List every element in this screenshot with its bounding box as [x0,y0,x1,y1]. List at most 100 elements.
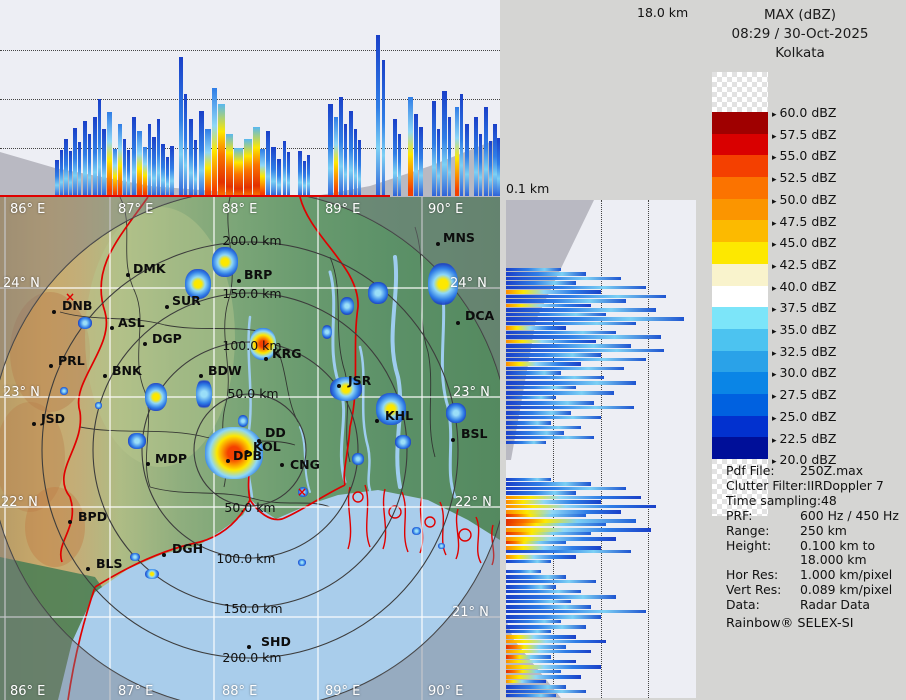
info-value: IIRDoppler 7 [806,477,884,493]
city-label: ASL [118,315,145,330]
longitude-label: 89° E [325,202,361,217]
echo-blob [238,415,248,427]
echo-row [506,277,621,280]
dbz-scale-label: ▸ 55.0 dBZ [772,148,837,164]
colorbar-bands [712,112,768,459]
echo-row [506,286,646,289]
echo-row [506,496,641,499]
city-label: DPB [233,448,263,463]
info-value: 0.089 km/pixel [800,582,893,598]
echo-blob [205,427,263,479]
echo-column [88,134,91,196]
dbz-scale-label: ▸ 30.0 dBZ [772,365,837,381]
city-label: MDP [155,451,187,466]
echo-blob [428,263,458,305]
city-label: DCA [465,308,495,323]
echo-column [354,129,357,196]
city-marker-dot [103,374,107,378]
echo-row [506,650,591,653]
info-value: 250 km [800,522,847,538]
echo-column [98,99,101,196]
echo-column [107,112,112,196]
city-label: PRL [58,353,85,368]
colorbar-band [712,220,768,243]
colorbar-band [712,177,768,199]
echo-column [64,139,68,196]
echo-row [506,371,561,375]
city-marker-dot [280,463,284,467]
echo-row [506,396,556,399]
echo-row [506,331,616,334]
info-row: Data: Radar Data [726,597,902,613]
tick-arrow-icon: ▸ [772,370,777,381]
city-marker-dot [375,419,379,423]
dbz-scale-label: ▸ 22.5 dBZ [772,430,837,446]
max-height-label: 18.0 km [637,5,689,20]
echo-column [166,157,169,196]
echo-row [506,295,666,298]
longitude-label: 86° E [10,202,46,217]
city-label: DGH [172,541,204,556]
city-marker-dot [199,374,203,378]
info-row: Hor Res: 1.000 km/pixel [726,567,902,583]
tick-arrow-icon: ▸ [772,305,777,316]
echo-row [506,431,564,435]
product-title-block: MAX (dBZ) 08:29 / 30-Oct-2025 Kolkata [700,6,900,63]
horizontal-echo-bars [506,200,696,698]
echo-row [506,537,616,541]
echo-column [398,134,401,196]
echo-column [152,137,156,196]
colorbar-band [712,437,768,459]
city-label: BRP [244,267,273,282]
tick-arrow-icon: ▸ [772,283,777,294]
echo-blob [368,282,388,304]
echo-column [118,124,122,196]
echo-row [506,358,646,361]
scan-info-panel: Pdf File: 250Z.max Clutter Filter: IIRDoppl… [726,463,902,632]
height-gridline [601,200,602,698]
echo-row [506,680,546,683]
echo-column [484,107,488,196]
dbz-scale-label: ▸ 40.0 dBZ [772,278,837,294]
product-name: MAX (dBZ) [763,7,837,23]
echo-column [344,124,347,196]
latitude-label: 23° N [453,385,490,400]
echo-row [506,491,576,495]
echo-column [127,150,130,196]
city-label: MNS [443,230,475,245]
city-label: CNG [290,457,320,472]
echo-blob [60,387,68,395]
colorbar-overflow-checker [712,72,768,112]
echo-column [432,101,436,196]
echo-row [506,304,591,307]
longitude-label: 89° E [325,684,361,699]
tick-arrow-icon: ▸ [772,131,777,142]
tick-arrow-icon: ▸ [772,175,777,186]
dbz-scale-label: ▸ 47.5 dBZ [772,213,837,229]
echo-row [506,487,626,490]
tick-arrow-icon: ▸ [772,392,777,403]
echo-column [497,138,500,196]
echo-row [506,575,566,579]
colorbar-band [712,198,768,221]
info-row: Vert Res: 0.089 km/pixel [726,582,902,598]
echo-row [506,340,596,343]
echo-row [506,416,601,419]
echo-blob [376,393,406,425]
echo-row [506,528,651,532]
echo-blob [196,379,212,409]
echo-column [102,129,106,196]
echo-row [506,317,684,321]
dbz-scale-label: ▸ 60.0 dBZ [772,105,837,120]
dbz-scale-label: ▸ 50.0 dBZ [772,191,837,207]
echo-column [212,88,217,196]
echo-column [78,142,81,196]
height-gridline [0,50,500,51]
longitude-label: 87° E [118,202,154,217]
echo-row [506,620,561,623]
echo-column [73,128,77,196]
latitude-label: 24° N [3,276,40,291]
colorbar-band [712,307,768,329]
city-marker-dot [165,305,169,309]
echo-column [93,117,97,196]
